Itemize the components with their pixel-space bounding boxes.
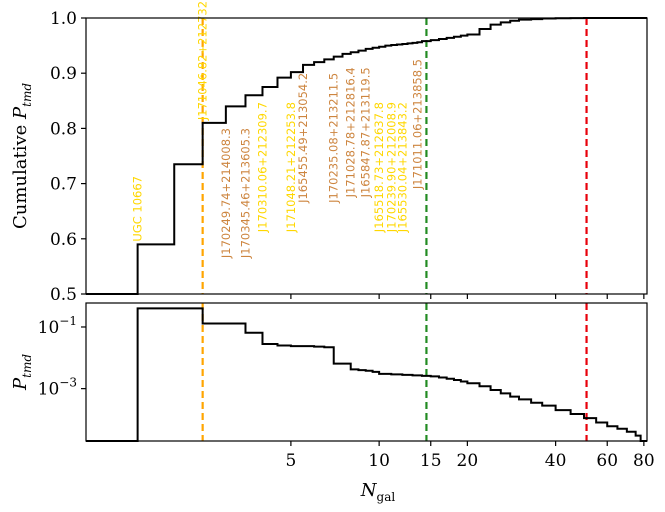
annotation-label-6: J165455.49+213054.2 (296, 73, 310, 204)
top-ytick-label-4: 0.9 (50, 64, 77, 84)
bottom-ytick-label-0: 10−1 (38, 314, 77, 338)
bottom-y-axis-title-symbol: P (10, 377, 31, 391)
bottom-panel: 10−110−3 5 10 15 20 40 60 80 Ptmd (10, 302, 655, 471)
xtick-label-3: 20 (457, 451, 479, 471)
top-ytick-label-3: 0.8 (50, 119, 77, 139)
top-axes-frame (85, 17, 648, 295)
annotation-label-0: UGC 10667 (131, 176, 145, 242)
xtick-label-2: 15 (420, 451, 442, 471)
xtick-label-6: 80 (633, 451, 655, 471)
x-axis-title-sub: gal (377, 490, 396, 504)
bottom-ytick-label-1: 10−3 (38, 376, 77, 400)
x-axis-title: Ngal (360, 480, 396, 504)
bottom-probability-curve (86, 307, 647, 442)
top-ytick-label-1: 0.6 (50, 230, 77, 250)
top-x-ticks (290, 294, 645, 299)
top-y-axis-title: Cumulative Ptmd (10, 83, 34, 229)
annotation-label-2: J170249.74+214008.3 (219, 128, 233, 259)
top-y-ticks: 0.5 0.6 0.7 0.8 0.9 1.0 (50, 9, 86, 305)
annotation-label-8: J171028.78+212816.4 (344, 67, 358, 198)
annotation-label-5: J171048.21+212253.8 (284, 102, 298, 233)
bottom-ytick-label-exp: −1 (59, 314, 77, 328)
bottom-y-axis-title-sub: tmd (20, 354, 34, 378)
xtick-label-4: 40 (545, 451, 567, 471)
annotation-label-12: J165530.04+213843.2 (395, 102, 409, 233)
top-panel: UGC 10667 J171046.82+212732.9 J170249.74+2… (10, 0, 648, 305)
top-cumulative-curve (86, 17, 647, 295)
bottom-y-ticks: 10−110−3 (38, 314, 86, 400)
top-y-axis-title-sub: tmd (20, 83, 34, 107)
annotation-label-11: J170239.90+212008.9 (384, 102, 398, 233)
annotation-label-13: J171011.06+213858.5 (410, 59, 424, 190)
top-y-axis-title-symbol: P (10, 106, 31, 120)
x-axis-title-symbol: N (360, 480, 378, 501)
annotation-label-1: J171046.82+212732.9 (196, 0, 210, 121)
annotation-label-4: J170310.06+212309.7 (256, 102, 270, 233)
annotation-label-7: J170235.08+213211.5 (327, 73, 341, 204)
top-ytick-label-0: 0.5 (50, 285, 77, 305)
xtick-label-0: 5 (285, 451, 296, 471)
xtick-label-1: 10 (368, 451, 390, 471)
bottom-ytick-label-base: 10 (38, 380, 60, 400)
xtick-label-5: 60 (596, 451, 618, 471)
top-ytick-label-2: 0.7 (50, 175, 77, 195)
bottom-ytick-label-base: 10 (38, 318, 60, 338)
bottom-vlines (201, 303, 588, 441)
annotation-label-3: J170345.46+213605.3 (239, 128, 253, 259)
bottom-ytick-label-exp: −3 (59, 376, 77, 390)
annotation-label-9: J165847.87+213119.5 (359, 67, 373, 198)
bottom-x-ticks: 5 10 15 20 40 60 80 (285, 441, 655, 471)
top-y-axis-title-main: Cumulative (10, 119, 31, 229)
bottom-axes-frame (85, 302, 648, 442)
bottom-y-axis-title: Ptmd (10, 354, 34, 391)
top-ytick-label-5: 1.0 (50, 9, 77, 29)
top-annotations: UGC 10667 J171046.82+212732.9 J170249.74+2… (131, 0, 425, 259)
annotation-label-10: J165518.73+212637.8 (372, 102, 386, 233)
